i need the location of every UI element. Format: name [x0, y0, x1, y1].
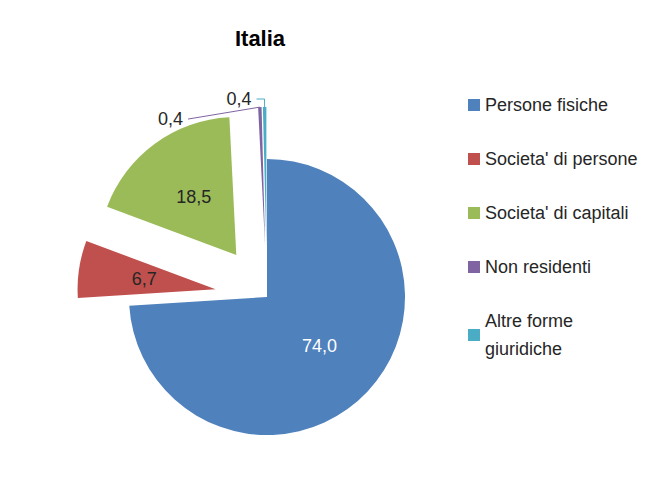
svg-text:giuridiche: giuridiche — [485, 339, 562, 359]
svg-text:Persone fisiche: Persone fisiche — [485, 95, 608, 115]
svg-text:0,4: 0,4 — [158, 109, 183, 129]
svg-text:Societa' di capitali: Societa' di capitali — [485, 203, 629, 223]
svg-text:74,0: 74,0 — [302, 336, 337, 356]
svg-text:Italia: Italia — [235, 26, 286, 51]
svg-text:Non residenti: Non residenti — [485, 257, 591, 277]
svg-text:6,7: 6,7 — [132, 269, 157, 289]
svg-text:18,5: 18,5 — [176, 187, 211, 207]
svg-text:Societa' di persone: Societa' di persone — [485, 149, 638, 169]
svg-text:0,4: 0,4 — [226, 89, 251, 109]
svg-text:Altre forme: Altre forme — [485, 311, 578, 331]
